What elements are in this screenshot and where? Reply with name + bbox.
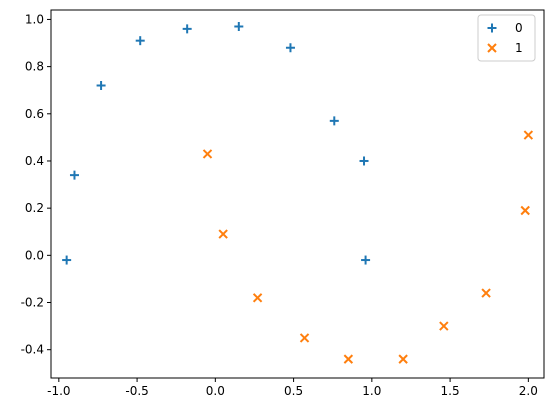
point-series0-5 xyxy=(234,22,244,32)
point-series1-8 xyxy=(520,205,530,216)
point-series1-9 xyxy=(523,130,534,140)
x-tick-label: -1.0 xyxy=(47,384,70,398)
legend: 01 xyxy=(477,14,536,62)
y-tick-label: 0.4 xyxy=(25,154,44,168)
axes-frame xyxy=(50,9,545,379)
x-tick-label: 0.0 xyxy=(206,384,225,398)
y-tick-label: -0.4 xyxy=(21,343,44,357)
point-series0-6 xyxy=(285,43,295,53)
y-tick-label: 0.0 xyxy=(25,248,44,262)
axes: -1.0 -0.5 0.0 0.5 1.0 1.5 2.0 -0.4 -0.2 0.0 0.2 0.4… xyxy=(21,9,545,398)
point-series1-1 xyxy=(218,229,228,239)
point-series1-4 xyxy=(343,354,354,364)
point-series0-7 xyxy=(329,116,339,126)
point-series0-9 xyxy=(361,255,371,265)
y-tick-label: 1.0 xyxy=(25,12,44,26)
point-series0-8 xyxy=(359,156,369,166)
series-0 xyxy=(62,22,371,265)
point-series0-0 xyxy=(62,255,72,265)
legend-label-1: 1 xyxy=(515,41,523,55)
plot-area xyxy=(62,22,534,364)
y-tick-label: 0.2 xyxy=(25,201,44,215)
legend-label-0: 0 xyxy=(515,21,523,35)
point-series1-6 xyxy=(439,321,449,331)
y-tick-label: -0.2 xyxy=(21,296,44,310)
x-tick-label: 1.0 xyxy=(362,384,381,398)
x-tick-label: 2.0 xyxy=(519,384,538,398)
series-1 xyxy=(202,130,534,364)
point-series1-7 xyxy=(481,288,491,298)
legend-marker-1 xyxy=(487,43,497,53)
point-series0-1 xyxy=(69,170,79,180)
x-tick-label: -0.5 xyxy=(125,384,148,398)
legend-marker-0 xyxy=(487,23,497,33)
point-series0-2 xyxy=(96,80,106,90)
point-series0-4 xyxy=(182,24,192,34)
legend-box xyxy=(477,14,536,62)
point-series1-5 xyxy=(398,354,408,364)
x-tick-label: 1.5 xyxy=(441,384,460,398)
point-series1-3 xyxy=(299,333,310,343)
point-series0-3 xyxy=(135,36,145,46)
point-series1-0 xyxy=(202,149,213,159)
point-series1-2 xyxy=(252,293,263,303)
x-tick-label: 0.5 xyxy=(284,384,303,398)
y-tick-label: 0.6 xyxy=(25,107,44,121)
y-tick-label: 0.8 xyxy=(25,60,44,74)
